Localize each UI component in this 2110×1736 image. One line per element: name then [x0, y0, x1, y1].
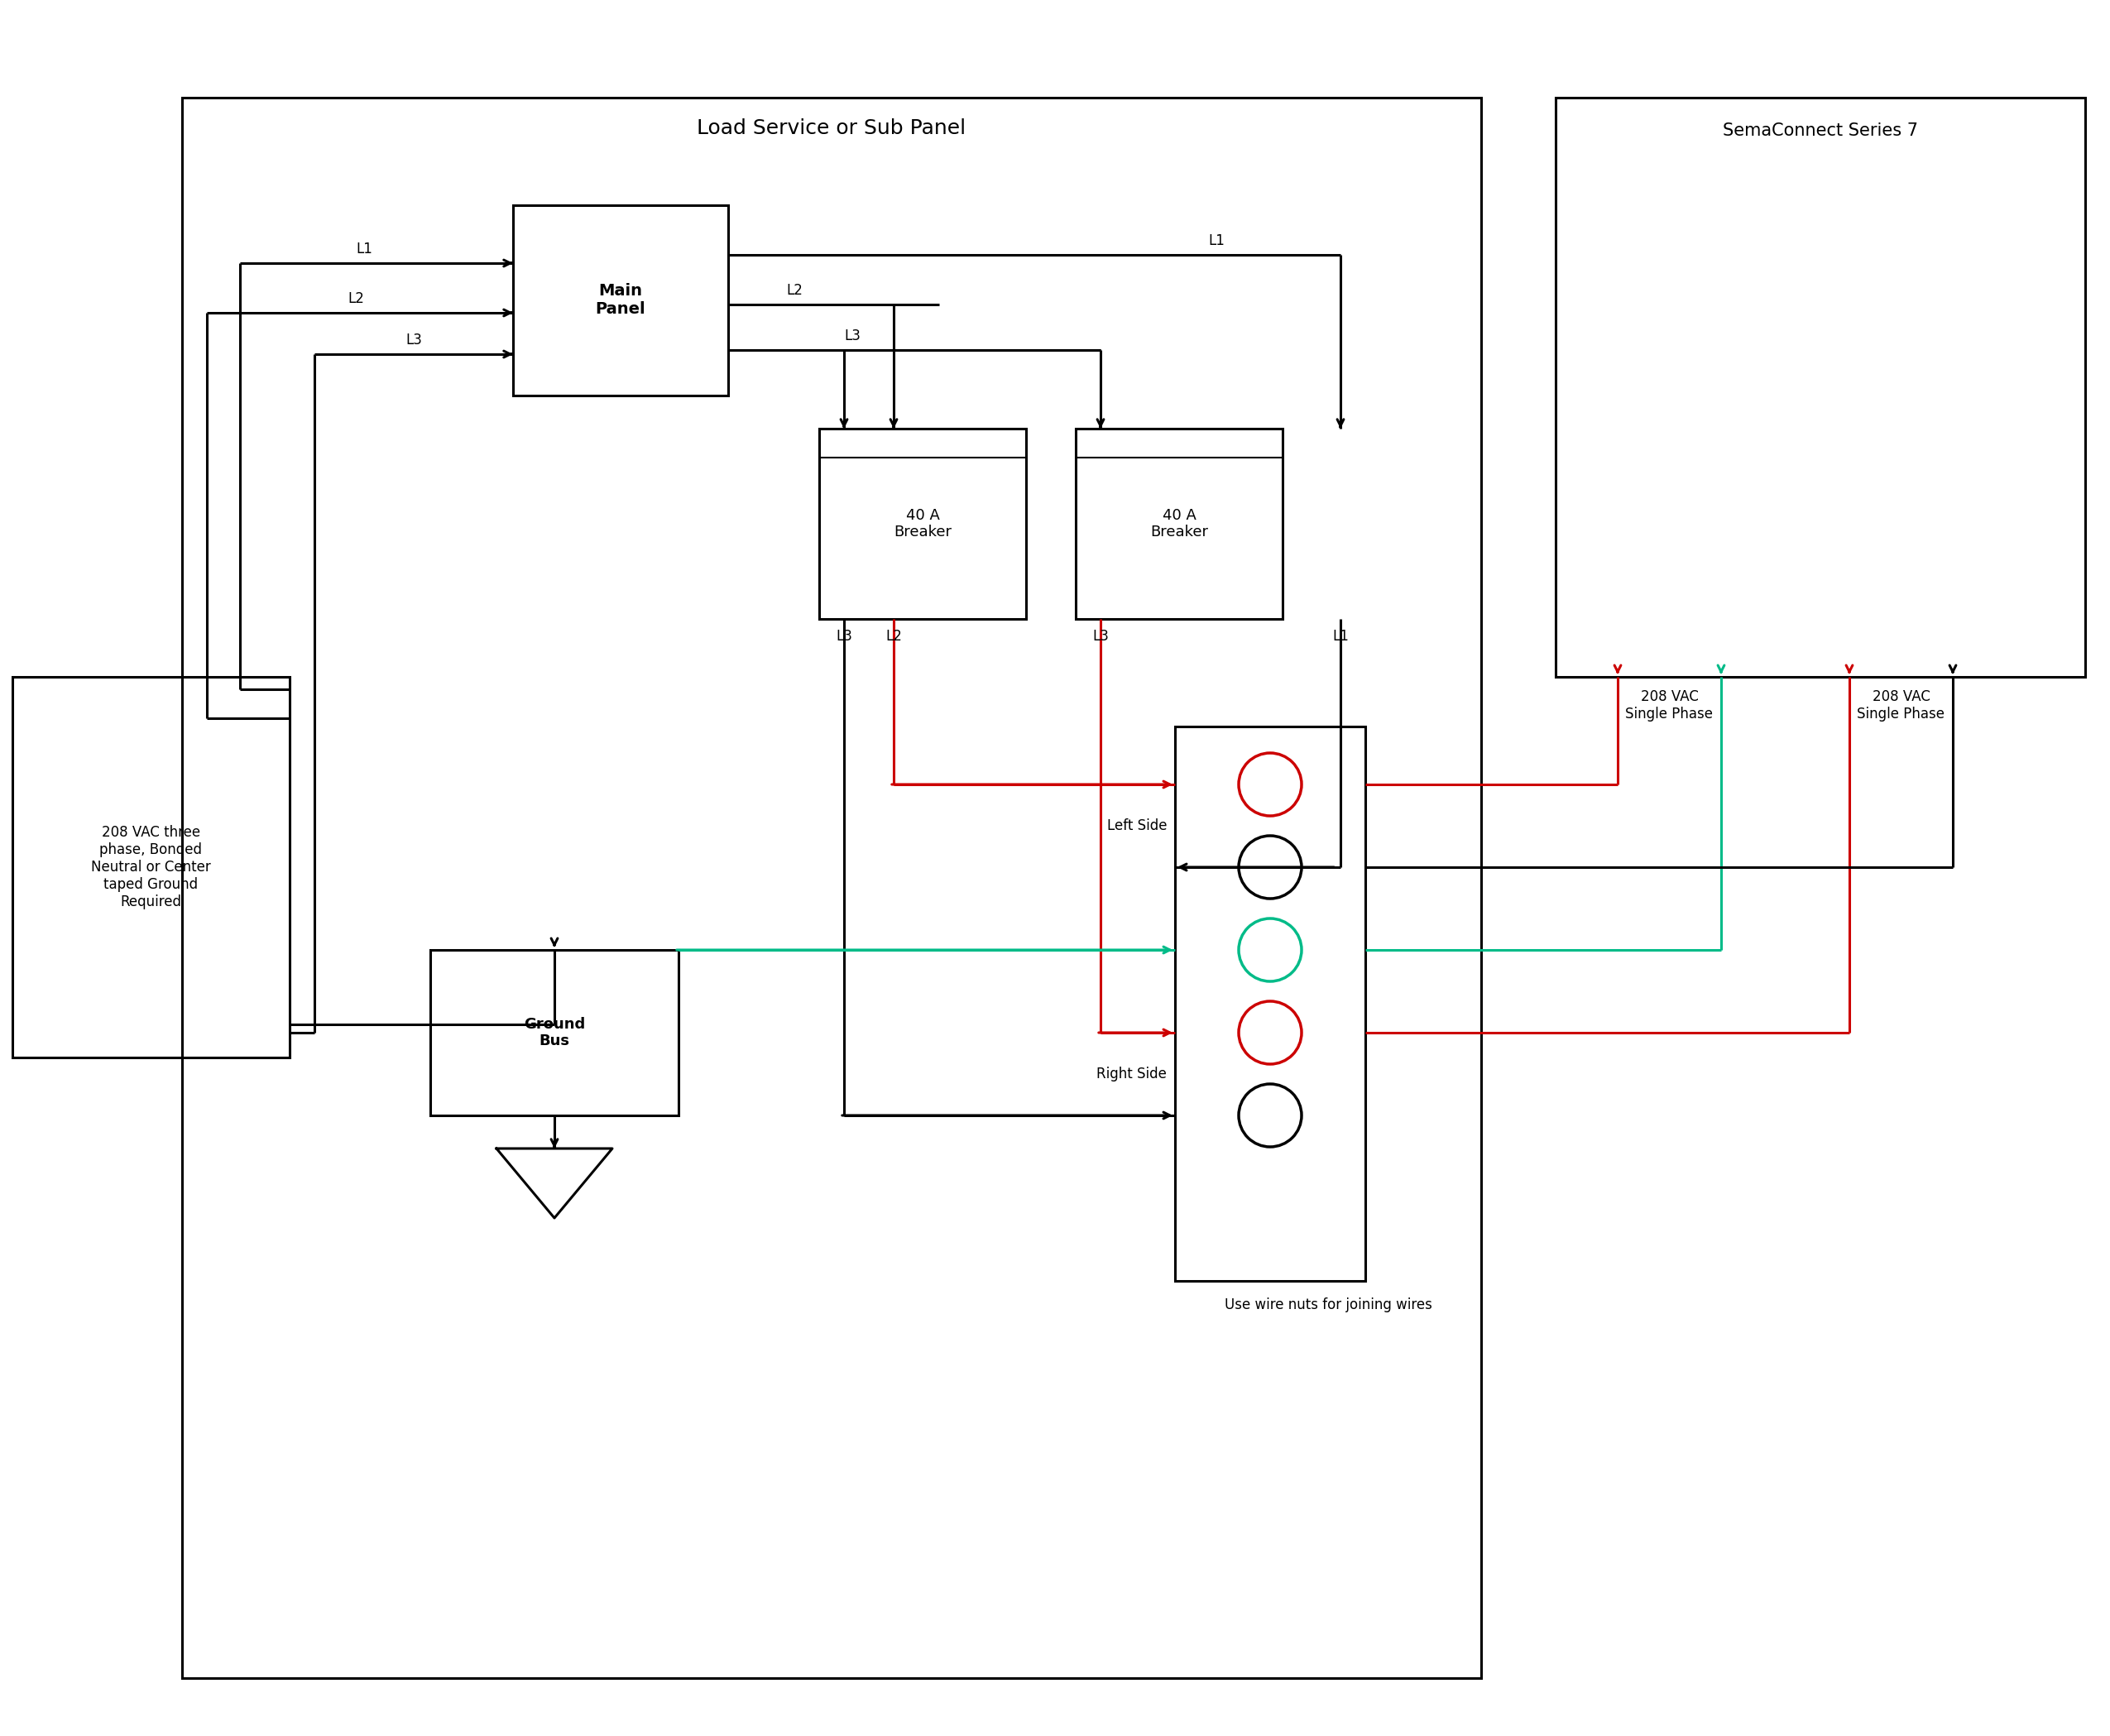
Text: 40 A
Breaker: 40 A Breaker	[895, 507, 952, 540]
Bar	[430, 950, 679, 1116]
Text: L1: L1	[1209, 233, 1224, 248]
Text: L2: L2	[787, 283, 802, 299]
Bar	[1076, 429, 1283, 620]
Text: L2: L2	[348, 292, 365, 306]
Text: L3: L3	[836, 628, 852, 644]
Text: Main
Panel: Main Panel	[595, 283, 646, 318]
Text: 208 VAC three
phase, Bonded
Neutral or Center
taped Ground
Required: 208 VAC three phase, Bonded Neutral or C…	[91, 825, 211, 910]
Bar	[819, 429, 1025, 620]
Text: 40 A
Breaker: 40 A Breaker	[1150, 507, 1209, 540]
Text: L3: L3	[844, 328, 861, 344]
Bar	[1555, 97, 2085, 677]
Text: Left Side: Left Side	[1108, 818, 1167, 833]
Text: Right Side: Right Side	[1097, 1066, 1167, 1082]
Text: Use wire nuts for joining wires: Use wire nuts for joining wires	[1224, 1297, 1433, 1312]
Text: 208 VAC
Single Phase: 208 VAC Single Phase	[1625, 689, 1713, 722]
Text: Ground
Bus: Ground Bus	[523, 1017, 584, 1049]
Bar	[13, 677, 289, 1057]
Bar	[513, 205, 728, 396]
Text: L3: L3	[1093, 628, 1108, 644]
Text: L2: L2	[886, 628, 901, 644]
Text: L1: L1	[1331, 628, 1348, 644]
Text: 208 VAC
Single Phase: 208 VAC Single Phase	[1857, 689, 1945, 722]
Bar	[181, 97, 1481, 1679]
Text: SemaConnect Series 7: SemaConnect Series 7	[1722, 123, 1918, 139]
Text: Load Service or Sub Panel: Load Service or Sub Panel	[696, 118, 966, 139]
Bar	[1175, 726, 1365, 1281]
Text: L1: L1	[357, 241, 371, 257]
Text: L3: L3	[405, 333, 422, 347]
